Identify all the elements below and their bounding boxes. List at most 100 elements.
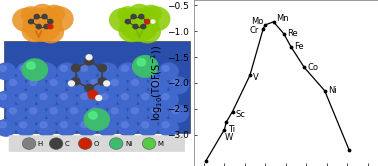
Circle shape <box>85 84 93 92</box>
Circle shape <box>141 24 146 29</box>
Circle shape <box>118 20 144 42</box>
Circle shape <box>36 24 41 29</box>
Point <box>247 74 253 77</box>
Circle shape <box>0 120 15 136</box>
Circle shape <box>27 62 35 69</box>
Point <box>262 24 268 26</box>
Circle shape <box>91 80 98 85</box>
Circle shape <box>20 122 27 128</box>
Circle shape <box>30 108 37 114</box>
Circle shape <box>121 65 129 71</box>
Circle shape <box>149 77 168 94</box>
Circle shape <box>118 91 138 108</box>
Circle shape <box>101 65 108 71</box>
Circle shape <box>169 77 188 94</box>
Circle shape <box>77 120 97 136</box>
Circle shape <box>127 4 151 24</box>
Circle shape <box>138 63 158 80</box>
FancyBboxPatch shape <box>9 135 185 152</box>
Circle shape <box>47 77 66 94</box>
Circle shape <box>0 65 6 71</box>
Circle shape <box>50 80 57 85</box>
FancyBboxPatch shape <box>4 42 190 133</box>
Circle shape <box>131 14 136 19</box>
Circle shape <box>142 138 156 149</box>
Text: V: V <box>253 73 259 82</box>
Circle shape <box>98 120 117 136</box>
Circle shape <box>88 77 107 94</box>
Circle shape <box>31 4 54 24</box>
Point <box>223 121 229 123</box>
Circle shape <box>96 95 102 100</box>
Circle shape <box>40 122 47 128</box>
Circle shape <box>98 63 117 80</box>
Text: Ti: Ti <box>228 125 235 134</box>
Circle shape <box>172 80 179 85</box>
Circle shape <box>37 120 56 136</box>
Circle shape <box>71 78 80 85</box>
Circle shape <box>162 65 169 71</box>
Circle shape <box>134 20 161 43</box>
Circle shape <box>138 91 158 108</box>
Text: M: M <box>158 141 164 147</box>
Text: Mo: Mo <box>251 17 263 26</box>
Circle shape <box>159 91 178 108</box>
Circle shape <box>145 20 149 24</box>
Circle shape <box>159 63 178 80</box>
Text: Mn: Mn <box>277 14 289 23</box>
Point <box>288 45 294 48</box>
Text: C: C <box>65 141 70 147</box>
Circle shape <box>9 80 17 85</box>
Circle shape <box>108 77 127 94</box>
Circle shape <box>12 8 40 32</box>
Circle shape <box>78 138 92 149</box>
Circle shape <box>37 20 64 43</box>
Point <box>229 110 235 113</box>
Circle shape <box>77 91 97 108</box>
Circle shape <box>152 80 159 85</box>
Text: Co: Co <box>307 63 318 72</box>
Circle shape <box>60 94 67 100</box>
Circle shape <box>40 65 47 71</box>
Circle shape <box>60 122 67 128</box>
Circle shape <box>98 78 107 85</box>
Circle shape <box>118 63 138 80</box>
Circle shape <box>142 122 149 128</box>
Circle shape <box>28 19 34 24</box>
Text: Sc: Sc <box>235 110 245 119</box>
Circle shape <box>128 105 147 122</box>
Text: O: O <box>94 141 99 147</box>
Point <box>346 149 352 152</box>
Circle shape <box>137 59 146 66</box>
Circle shape <box>133 24 138 29</box>
Y-axis label: log$_{10}$(TOF(S$^{-1}$)): log$_{10}$(TOF(S$^{-1}$)) <box>150 45 166 121</box>
Circle shape <box>120 8 159 42</box>
Circle shape <box>81 122 88 128</box>
Circle shape <box>98 91 117 108</box>
Circle shape <box>34 14 39 19</box>
Circle shape <box>44 24 49 29</box>
Circle shape <box>151 20 155 23</box>
Circle shape <box>139 14 144 19</box>
Circle shape <box>133 56 158 77</box>
Circle shape <box>101 94 108 100</box>
Circle shape <box>47 105 66 122</box>
Circle shape <box>57 120 76 136</box>
Circle shape <box>22 59 47 81</box>
Circle shape <box>118 6 138 24</box>
Circle shape <box>89 112 97 119</box>
Circle shape <box>101 122 108 128</box>
Circle shape <box>70 80 77 85</box>
Circle shape <box>60 65 67 71</box>
Circle shape <box>172 108 179 114</box>
Point <box>221 128 227 131</box>
Text: Re: Re <box>287 29 297 38</box>
Circle shape <box>169 105 188 122</box>
Circle shape <box>162 122 169 128</box>
Circle shape <box>22 138 36 149</box>
Circle shape <box>91 108 98 114</box>
Circle shape <box>132 80 138 85</box>
Circle shape <box>128 77 147 94</box>
Circle shape <box>121 94 129 100</box>
Circle shape <box>0 122 6 128</box>
